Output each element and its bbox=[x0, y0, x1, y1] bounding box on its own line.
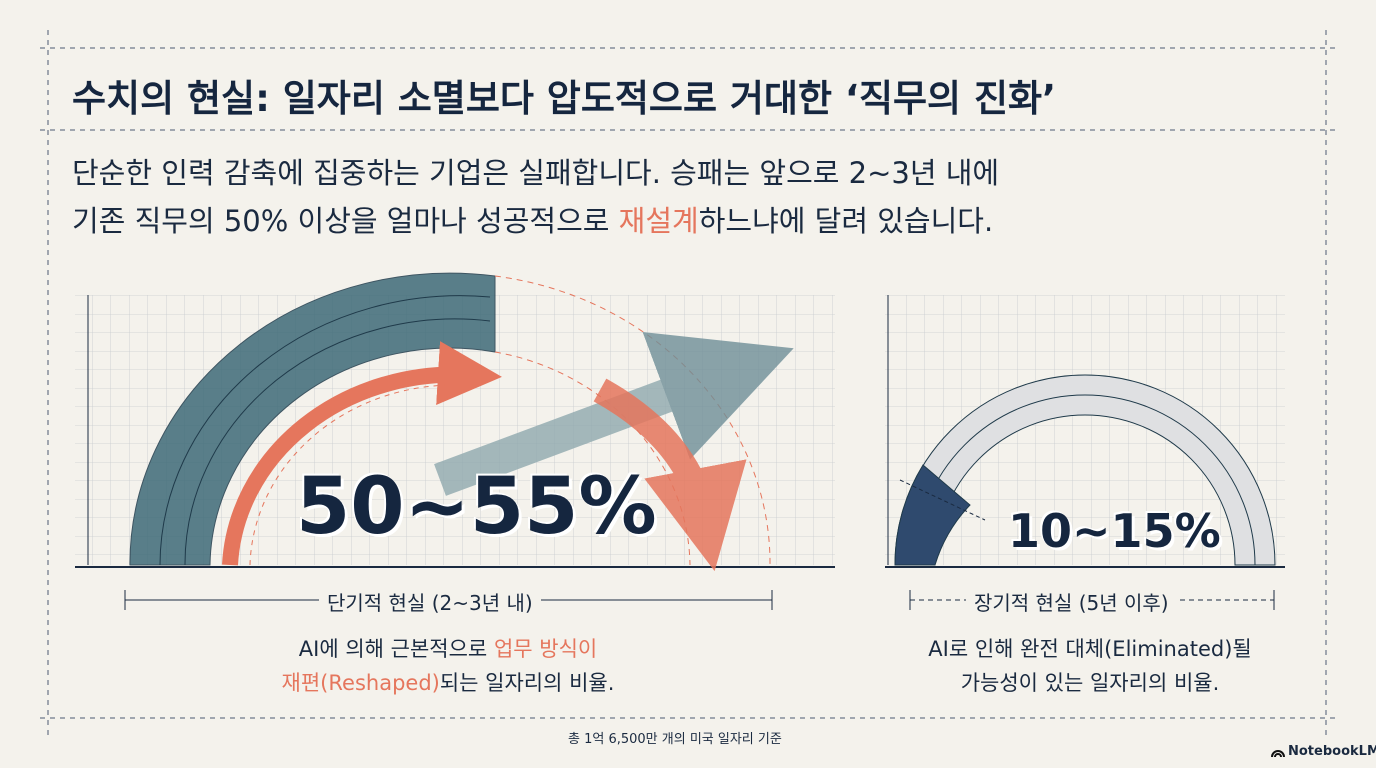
desc-highlight: 업무 방식이 bbox=[493, 637, 598, 661]
figure: 10~15% bbox=[1008, 504, 1221, 558]
lead-text: 기존 직무의 50% 이상을 얼마나 성공적으로 bbox=[72, 204, 619, 238]
brand-icon bbox=[1271, 750, 1285, 758]
frame bbox=[40, 30, 1336, 740]
desc-text: 되는 일자리의 비율. bbox=[439, 671, 615, 695]
panel-label: 단기적 현실 (2~3년 내) bbox=[319, 587, 541, 616]
panel-label: 장기적 현실 (5년 이후) bbox=[966, 587, 1177, 616]
desc-highlight: 재편(Reshaped) bbox=[281, 671, 440, 695]
lead-text: 하느냐에 달려 있습니다. bbox=[698, 204, 994, 238]
lead-line: 기존 직무의 50% 이상을 얼마나 성공적으로 재설계하느냐에 달려 있습니다… bbox=[72, 198, 993, 240]
lead-highlight: 재설계 bbox=[618, 204, 699, 238]
desc-text: AI로 인해 완전 대체(Eliminated)될 bbox=[928, 637, 1252, 661]
desc-text: 가능성이 있는 일자리의 비율. bbox=[960, 671, 1220, 695]
figure: 50~55% bbox=[296, 462, 657, 552]
lead-line: 단순한 인력 감축에 집중하는 기업은 실패합니다. 승패는 앞으로 2~3년 … bbox=[72, 156, 1000, 190]
right-arc bbox=[894, 374, 1276, 566]
left-arc bbox=[129, 272, 794, 572]
footnote: 총 1억 6,500만 개의 미국 일자리 기준 bbox=[568, 732, 782, 747]
desc-text: AI에 의해 근본적으로 bbox=[298, 637, 494, 661]
brand: NotebookLM bbox=[1288, 744, 1376, 759]
title: 수치의 현실: 일자리 소멸보다 압도적으로 거대한 ‘직무의 진화’ bbox=[72, 77, 1057, 120]
